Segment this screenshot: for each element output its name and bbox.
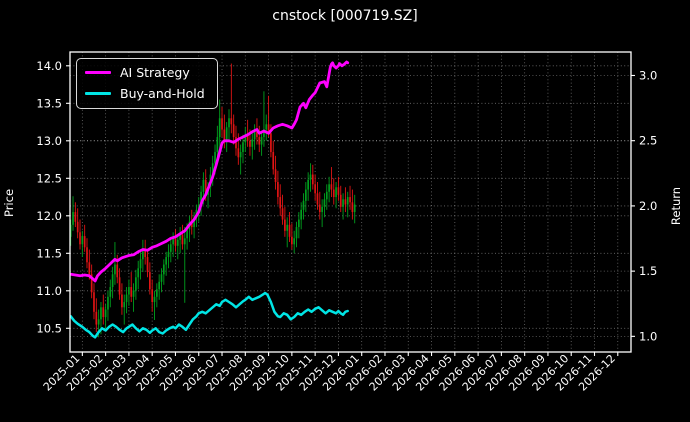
svg-text:1.0: 1.0: [639, 329, 657, 343]
legend-entry-ai-strategy: AI Strategy: [85, 65, 205, 80]
svg-text:11.5: 11.5: [36, 246, 62, 260]
svg-text:1.5: 1.5: [639, 264, 657, 278]
svg-text:12.5: 12.5: [36, 171, 62, 185]
svg-text:2.5: 2.5: [639, 134, 657, 148]
svg-text:14.0: 14.0: [36, 59, 62, 73]
chart-title: cnstock [000719.SZ]: [272, 8, 418, 24]
buy-and-hold-line-swatch: [85, 91, 111, 96]
svg-text:12.0: 12.0: [36, 209, 62, 223]
svg-text:3.0: 3.0: [639, 68, 657, 82]
svg-text:13.0: 13.0: [36, 134, 62, 148]
svg-text:11.0: 11.0: [36, 284, 62, 298]
legend-label: AI Strategy: [120, 65, 190, 80]
svg-text:10.5: 10.5: [36, 321, 62, 335]
legend-label: Buy-and-Hold: [120, 86, 205, 101]
legend-entry-buy-and-hold: Buy-and-Hold: [85, 86, 205, 101]
ai-strategy-line-swatch: [85, 70, 111, 75]
svg-text:13.5: 13.5: [36, 96, 62, 110]
legend: AI Strategy Buy-and-Hold: [76, 58, 218, 109]
svg-text:2.0: 2.0: [639, 199, 657, 213]
